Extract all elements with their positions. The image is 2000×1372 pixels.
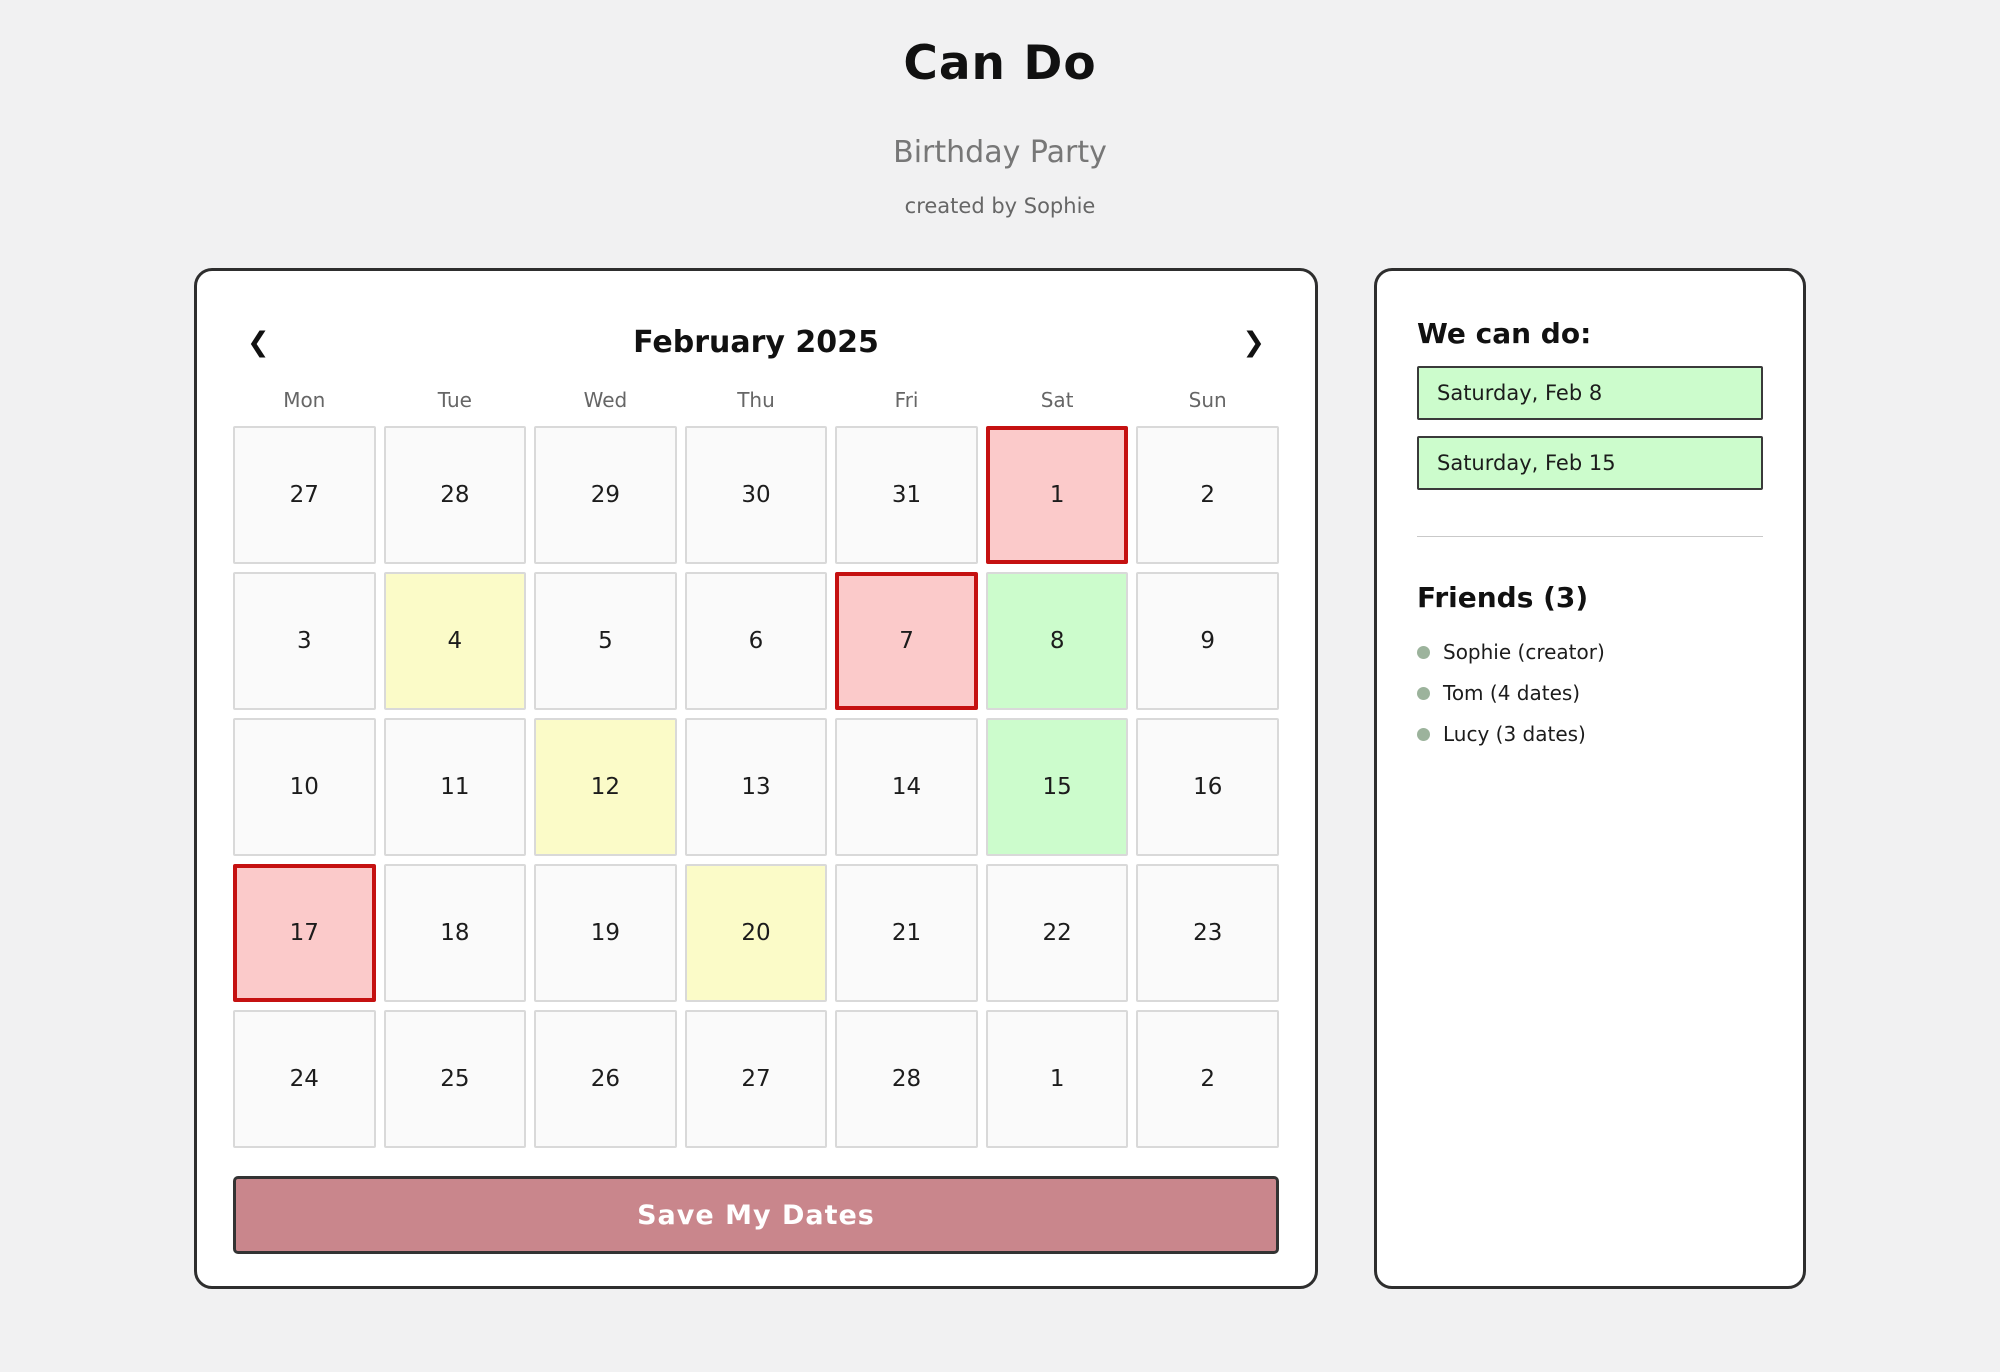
day-header-wed: Wed (583, 388, 628, 412)
day-header-sun: Sun (1188, 388, 1227, 412)
can-do-date: Saturday, Feb 8 (1417, 366, 1763, 420)
day-cell[interactable]: 5 (534, 572, 677, 710)
day-cell[interactable]: 27 (684, 1010, 828, 1148)
day-cell[interactable]: 20 (684, 864, 828, 1002)
day-cell[interactable]: 30 (684, 426, 828, 564)
day-cell[interactable]: 1 (985, 1010, 1129, 1148)
created-by: created by Sophie (904, 194, 1096, 218)
can-do-date: Saturday, Feb 15 (1417, 436, 1763, 490)
day-cell[interactable]: 18 (383, 864, 527, 1002)
day-cell[interactable]: 28 (383, 426, 527, 564)
day-cell[interactable]: 19 (534, 864, 677, 1002)
day-cell[interactable]: 24 (233, 1010, 376, 1148)
day-cell[interactable]: 14 (835, 718, 978, 856)
day-cell[interactable]: 22 (985, 864, 1129, 1002)
friends-heading: Friends (3) (1417, 581, 1589, 614)
day-cell[interactable]: 26 (534, 1010, 677, 1148)
next-month-button[interactable]: ❯ (1234, 325, 1273, 360)
day-cell[interactable]: 25 (383, 1010, 527, 1148)
day-header-fri: Fri (894, 388, 919, 412)
day-headers-row: Mon Tue Wed Thu Fri Sat Sun (233, 388, 1279, 412)
day-cell[interactable]: 11 (383, 718, 527, 856)
day-header-thu: Thu (737, 388, 775, 412)
month-title: February 2025 (633, 325, 879, 360)
friend-bullet-icon (1417, 645, 1430, 659)
calendar-card: ❮ February 2025 ❯ Mon Tue Wed Thu Fri Sat Sun … (194, 268, 1318, 1289)
friend-label: Sophie (creator) (1443, 640, 1605, 664)
day-header-sat: Sat (1040, 388, 1074, 412)
day-cell[interactable]: 7 (835, 572, 978, 710)
friends-list: Sophie (creator) Tom (4 dates) Lucy (3 dat… (1417, 640, 1763, 746)
day-cell[interactable]: 13 (684, 718, 828, 856)
friend-item: Sophie (creator) (1417, 640, 1763, 664)
day-cell[interactable]: 15 (985, 718, 1129, 856)
day-cell[interactable]: 10 (233, 718, 376, 856)
day-cell[interactable]: 1 (985, 426, 1129, 564)
day-cell[interactable]: 4 (383, 572, 527, 710)
day-cell[interactable]: 8 (985, 572, 1129, 710)
content: ❮ February 2025 ❯ Mon Tue Wed Thu Fri Sat Sun … (194, 268, 1806, 1289)
sidebar-card: We can do: Saturday, Feb 8 Saturday, Feb … (1374, 268, 1806, 1289)
friend-bullet-icon (1417, 727, 1430, 741)
day-cell[interactable]: 21 (835, 864, 978, 1002)
friend-bullet-icon (1417, 686, 1430, 700)
friend-item: Lucy (3 dates) (1417, 722, 1763, 746)
calendar-grid: 27 28 29 30 31 1 2 3 4 5 6 7 8 9 10 11 12 13 14 15 16 17 18 19 2… (233, 426, 1279, 1148)
we-can-do-heading: We can do: (1417, 317, 1592, 350)
day-cell[interactable]: 6 (684, 572, 828, 710)
day-cell[interactable]: 2 (1136, 1010, 1279, 1148)
app-title: Can Do (903, 36, 1097, 91)
day-cell[interactable]: 3 (233, 572, 376, 710)
prev-month-button[interactable]: ❮ (239, 325, 278, 360)
page-header: Can Do Birthday Party created by Sophie (0, 0, 2000, 218)
day-header-mon: Mon (283, 388, 326, 412)
day-cell[interactable]: 23 (1136, 864, 1279, 1002)
friend-label: Tom (4 dates) (1443, 681, 1581, 705)
day-cell[interactable]: 27 (233, 426, 376, 564)
day-cell[interactable]: 28 (835, 1010, 978, 1148)
event-name: Birthday Party (893, 135, 1107, 170)
day-cell[interactable]: 2 (1136, 426, 1279, 564)
day-cell[interactable]: 17 (233, 864, 376, 1002)
friend-label: Lucy (3 dates) (1443, 722, 1586, 746)
calendar-header: ❮ February 2025 ❯ (233, 303, 1279, 370)
day-cell[interactable]: 9 (1136, 572, 1279, 710)
can-do-list: Saturday, Feb 8 Saturday, Feb 15 (1417, 366, 1763, 490)
save-dates-button[interactable]: Save My Dates (233, 1176, 1279, 1254)
sidebar-divider (1417, 536, 1763, 537)
day-header-tue: Tue (437, 388, 472, 412)
day-cell[interactable]: 16 (1136, 718, 1279, 856)
day-cell[interactable]: 31 (835, 426, 978, 564)
day-cell[interactable]: 29 (534, 426, 677, 564)
day-cell[interactable]: 12 (534, 718, 677, 856)
friend-item: Tom (4 dates) (1417, 681, 1763, 705)
